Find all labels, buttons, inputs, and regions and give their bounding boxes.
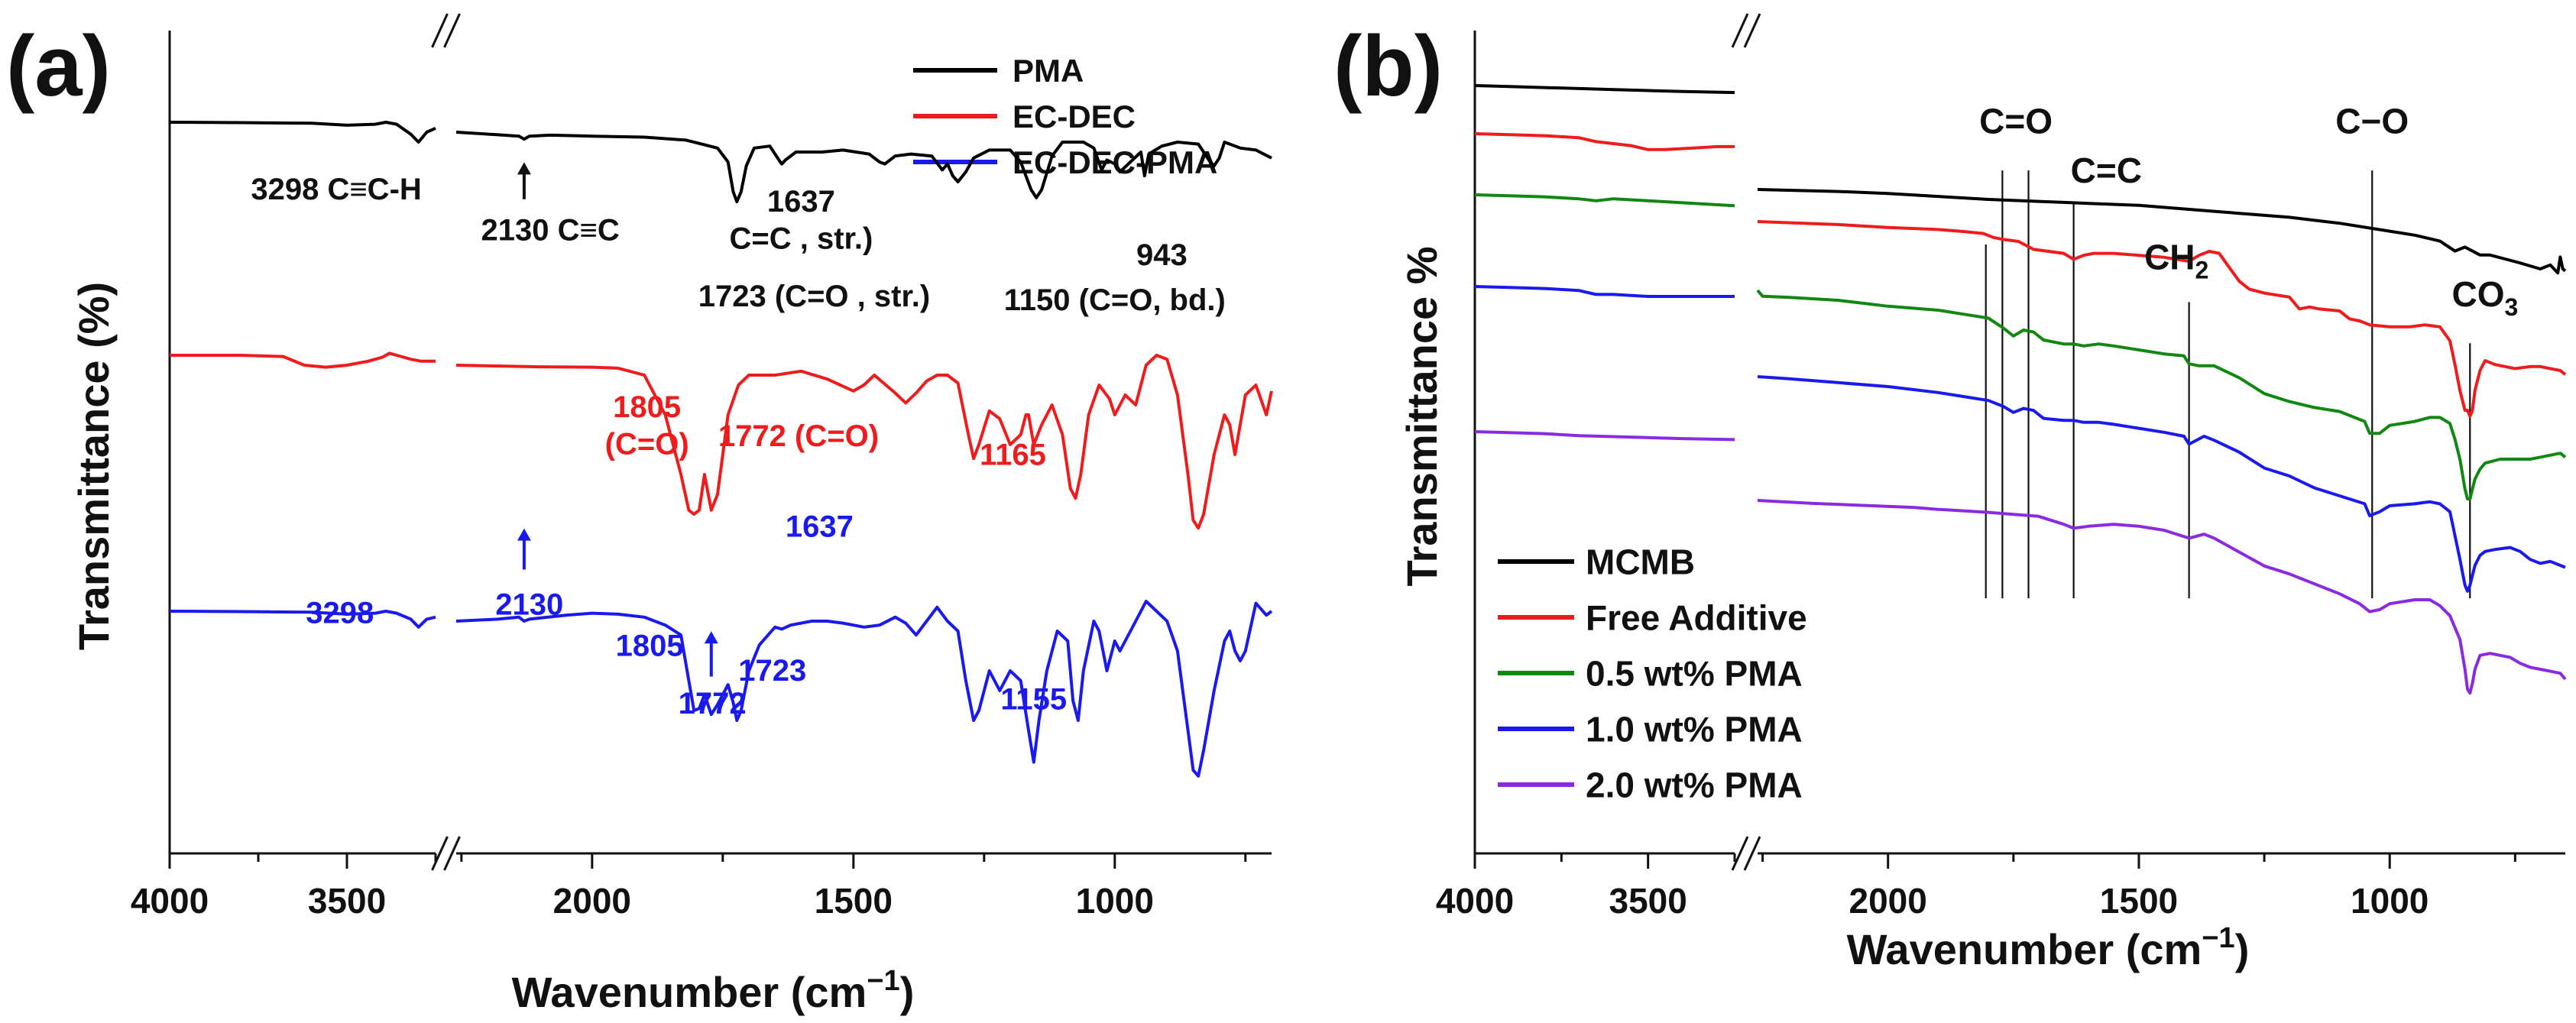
panel-a-axis-break-mark: [443, 836, 461, 871]
panel-a-series-ec-dec-right: [455, 354, 1273, 530]
panel-b-band-label: C=C: [2071, 151, 2142, 190]
panel-a-arrow-head: [517, 162, 531, 175]
panel-a-axis-break-mark: [431, 836, 449, 871]
panel-b: (b) Transmittance % Wavenumber (cm−1) 40…: [1333, 13, 2567, 973]
panel-b-series-free-additive-right: [1757, 220, 2567, 418]
panel-a-ticks: 4000 3500 2000 1500 1000: [131, 853, 1247, 921]
panel-a-top-break-mark: [431, 13, 449, 48]
panel-a-peak-label: 1637: [786, 510, 854, 543]
panel-b-series-1-0-wt-pma-left: [1474, 285, 1735, 298]
panel-b-series-0-5-wt-pma-left: [1474, 193, 1735, 208]
panel-b-series-mcmb-right: [1757, 188, 2567, 275]
panel-a-x-axis-label: Wavenumber (cm−1): [512, 965, 915, 1016]
panel-b-series-2-0-wt-pma-right: [1757, 499, 2567, 695]
panel-a-peak-label: (C=O): [605, 428, 689, 461]
panel-b-ticks: 4000 3500 2000 1500 1000: [1436, 853, 2516, 921]
panel-b-top-break-mark: [1743, 13, 1761, 48]
panel-a-peak-label: 1723 (C=O , str.): [698, 280, 930, 313]
panel-b-legend-label: 1.0 wt% PMA: [1586, 710, 1803, 749]
panel-a-series-ec-dec-left: [170, 351, 436, 369]
panel-b-axis-break-mark: [1743, 836, 1761, 871]
panel-a-peak-label: C=C , str.): [730, 222, 873, 255]
panel-b-series-1-0-wt-pma-right: [1757, 375, 2566, 593]
panel-b-axis-break-mark: [1731, 836, 1749, 871]
panel-a-peak-label: 3298 C≡C-H: [251, 173, 421, 206]
panel-a-x-tick-label: 1000: [1076, 881, 1154, 921]
panel-b-series-0-5-wt-pma-right: [1756, 289, 2567, 500]
panel-a-series-ec-dec-pma-left: [169, 610, 436, 629]
panel-a-series: [169, 121, 1273, 778]
panel-b-series-2-0-wt-pma-left: [1474, 430, 1735, 442]
panel-a-peak-label: 2130 C≡C: [481, 214, 620, 248]
panel-a-peak-label: 1805: [613, 390, 681, 424]
panel-b-legend: MCMB Free Additive 0.5 wt% PMA 1.0 wt% PMA 2…: [1498, 542, 1807, 805]
panel-b-band-label: C−O: [2335, 102, 2409, 141]
panel-a-x-tick-label: 2000: [553, 881, 631, 921]
panel-a-peak-label: 1165: [980, 439, 1046, 472]
panel-a-series-pma-right: [455, 131, 1272, 203]
panel-b-x-tick-label: 1500: [2100, 881, 2178, 921]
panel-a-peak-label: 1805: [616, 630, 684, 663]
panel-b-x-axis-label: Wavenumber (cm−1): [1847, 922, 2250, 973]
panel-a-x-tick-label: 3500: [308, 881, 386, 921]
panel-a-peak-label: 1155: [1000, 683, 1067, 717]
panel-b-y-axis-label: Transmittance %: [1398, 246, 1446, 586]
panel-a-legend-label: EC-DEC: [1013, 99, 1136, 134]
panel-b-x-tick-label: 4000: [1436, 881, 1514, 921]
panel-b-band-label: CH2: [2144, 237, 2208, 283]
panel-a-peak-label: 3298: [306, 596, 374, 630]
panel-b-series-mcmb-left: [1474, 84, 1735, 95]
panel-a-peak-label: 943: [1136, 238, 1188, 272]
panel-a-peak-label: 1772 (C=O): [718, 419, 879, 453]
panel-a-arrow-head: [517, 528, 531, 541]
panel-b-band-label: C=O: [1979, 102, 2053, 141]
panel-b-legend-label: Free Additive: [1586, 598, 1807, 638]
panel-b-series: [1474, 84, 2567, 695]
panel-b-band-labels: C=O C=C CH2 C−O CO3: [1979, 102, 2518, 321]
panel-b-axes: [1473, 13, 2565, 871]
panel-a-x-tick-label: 1500: [815, 881, 893, 921]
panel-a-arrows: [517, 162, 718, 677]
panel-a-peak-label: 1772: [679, 687, 747, 720]
panel-a-peak-label: 1723: [738, 654, 806, 688]
panel-b-legend-label: 0.5 wt% PMA: [1586, 654, 1803, 694]
panel-b-marker-lines: [1985, 170, 2471, 599]
panel-a: (a) Transmittance (%) Wavenumber (cm−1) …: [6, 13, 1273, 1016]
panel-a-label: (a): [6, 18, 111, 114]
panel-a-top-break-mark: [443, 13, 461, 48]
panel-a-peak-label: 1637: [767, 185, 835, 219]
panel-a-x-tick-label: 4000: [131, 881, 209, 921]
panel-b-x-tick-label: 2000: [1849, 881, 1927, 921]
panel-a-y-axis-label: Transmittance (%): [70, 282, 118, 650]
panel-a-series-pma-left: [169, 121, 436, 144]
panel-b-legend-label: MCMB: [1586, 542, 1695, 582]
panel-b-x-tick-label: 3500: [1609, 881, 1687, 921]
panel-b-top-break-mark: [1731, 13, 1749, 48]
panel-b-x-tick-label: 1000: [2351, 881, 2429, 921]
panel-a-series-ec-dec-pma-right: [455, 600, 1273, 778]
panel-b-band-label: CO3: [2452, 274, 2519, 321]
panel-a-arrow-head: [704, 631, 718, 644]
panel-b-label: (b): [1333, 18, 1443, 114]
panel-b-series-free-additive-left: [1474, 132, 1735, 151]
panel-a-peak-label: 2130: [495, 588, 563, 622]
panel-b-legend-label: 2.0 wt% PMA: [1586, 766, 1803, 805]
panel-a-peak-label: 1150 (C=O, bd.): [1004, 283, 1226, 317]
panel-a-legend-label: PMA: [1013, 53, 1084, 89]
